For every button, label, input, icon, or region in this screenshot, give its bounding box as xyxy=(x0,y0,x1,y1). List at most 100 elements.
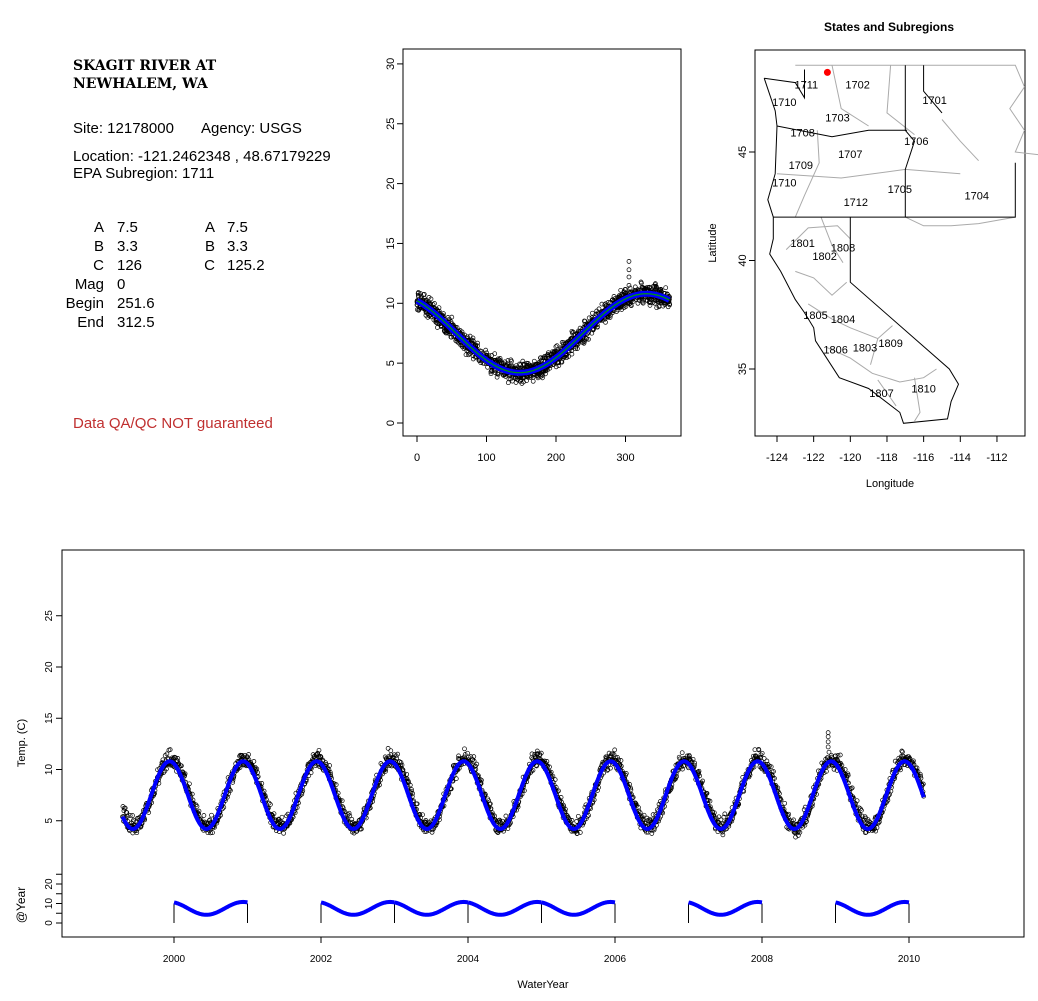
state-boundary xyxy=(773,162,1016,218)
data-point xyxy=(207,817,213,823)
state-boundary xyxy=(763,78,960,424)
param-label: A xyxy=(205,219,215,236)
y-tick-label: 20 xyxy=(44,661,55,673)
data-point xyxy=(454,339,460,344)
data-point xyxy=(854,798,860,804)
data-point xyxy=(534,748,540,754)
data-point xyxy=(339,798,345,804)
data-point xyxy=(383,769,388,774)
x-tick-label: -114 xyxy=(950,452,971,464)
param-label: C xyxy=(204,257,215,274)
data-point xyxy=(704,790,710,796)
data-point xyxy=(849,785,855,791)
data-point xyxy=(835,753,841,758)
epa-subregion: EPA Subregion: 1711 xyxy=(73,165,214,182)
region-label: 1703 xyxy=(825,112,849,124)
data-point xyxy=(641,812,647,818)
data-point xyxy=(423,312,429,318)
data-point xyxy=(494,374,500,380)
state-boundary xyxy=(904,65,916,218)
data-point xyxy=(623,304,629,309)
data-point xyxy=(761,756,767,761)
subregion-boundary xyxy=(870,338,879,365)
data-point xyxy=(782,800,788,806)
data-point xyxy=(167,747,173,752)
data-point xyxy=(689,759,695,765)
map-title: States and Subregions xyxy=(824,20,954,34)
param-value: 125.2 xyxy=(227,257,265,274)
data-point xyxy=(395,751,401,757)
data-point xyxy=(722,811,728,817)
data-point xyxy=(164,751,170,757)
map-xlabel: Longitude xyxy=(866,478,914,490)
data-point xyxy=(415,293,421,298)
data-point xyxy=(407,782,413,788)
data-point xyxy=(127,813,133,818)
region-label: 1804 xyxy=(831,314,855,326)
data-point xyxy=(209,812,214,818)
data-point xyxy=(196,808,202,814)
data-point xyxy=(696,768,702,774)
fit-line xyxy=(120,759,926,832)
data-point xyxy=(589,330,595,336)
data-point xyxy=(874,825,880,831)
x-tick-label: 2000 xyxy=(163,954,186,965)
annual-fit-line xyxy=(834,899,910,917)
agency: Agency: USGS xyxy=(201,120,302,137)
region-label: 1708 xyxy=(790,127,814,139)
x-tick-label: 2006 xyxy=(604,954,627,965)
data-point xyxy=(524,378,529,383)
data-point xyxy=(586,315,592,321)
data-point xyxy=(622,287,628,292)
x-tick-label: 0 xyxy=(414,452,420,464)
data-point xyxy=(333,782,339,787)
data-point xyxy=(530,767,536,773)
data-point xyxy=(697,773,703,779)
data-point xyxy=(488,806,494,811)
data-point xyxy=(466,352,471,358)
data-point xyxy=(550,773,556,779)
data-point xyxy=(471,754,477,759)
state-boundary xyxy=(923,65,943,114)
data-point xyxy=(603,301,609,307)
data-point xyxy=(652,300,658,306)
param-label: A xyxy=(94,219,104,236)
data-point xyxy=(388,748,394,754)
param-value: 312.5 xyxy=(117,314,155,331)
y2-tick-label: 10 xyxy=(44,898,55,910)
data-point xyxy=(839,762,845,768)
data-point xyxy=(417,812,423,817)
data-point xyxy=(665,304,671,310)
data-point xyxy=(488,371,494,377)
data-point xyxy=(825,739,831,745)
data-point xyxy=(654,286,660,291)
data-point xyxy=(564,355,569,361)
data-point xyxy=(718,817,724,823)
data-point xyxy=(638,279,644,285)
data-point xyxy=(859,813,865,819)
data-point xyxy=(759,750,765,756)
y-tick-label: 15 xyxy=(385,237,397,249)
data-point xyxy=(122,805,128,811)
data-point xyxy=(574,831,580,836)
data-point xyxy=(194,804,200,809)
data-point xyxy=(771,769,776,774)
data-point xyxy=(559,340,565,345)
plot-frame xyxy=(61,549,1025,938)
data-point xyxy=(764,758,770,764)
data-point xyxy=(680,766,685,772)
data-point xyxy=(245,754,250,760)
data-point xyxy=(189,791,195,797)
y2-tick-label: 0 xyxy=(44,920,55,926)
data-point xyxy=(414,801,420,807)
subregion-boundary xyxy=(776,168,961,179)
data-point xyxy=(544,759,550,764)
data-point xyxy=(510,378,515,384)
data-point xyxy=(421,291,427,297)
data-point xyxy=(164,766,169,772)
data-point xyxy=(462,752,468,757)
subregion-boundary xyxy=(941,119,979,162)
x-tick-label: -112 xyxy=(986,452,1007,464)
data-point xyxy=(427,313,432,319)
qa-disclaimer: Data QA/QC NOT guaranteed xyxy=(73,415,273,432)
